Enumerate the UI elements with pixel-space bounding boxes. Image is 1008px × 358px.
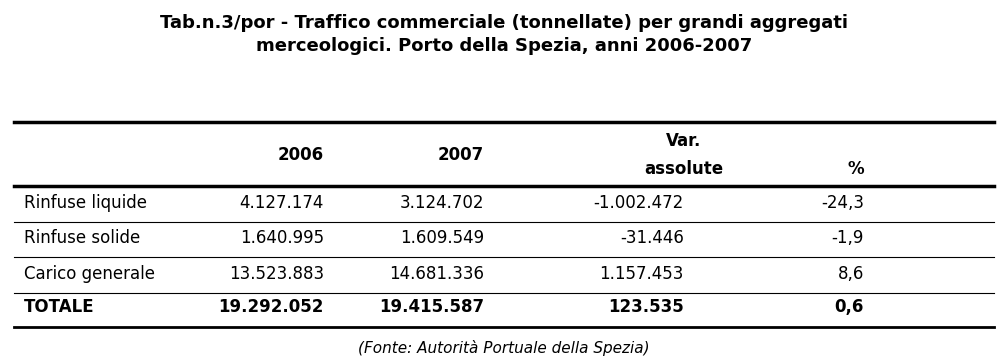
Text: 13.523.883: 13.523.883	[229, 265, 324, 282]
Text: -1.002.472: -1.002.472	[594, 194, 684, 212]
Text: 2007: 2007	[437, 146, 484, 164]
Text: 14.681.336: 14.681.336	[389, 265, 484, 282]
Text: 0,6: 0,6	[835, 298, 864, 316]
Text: 4.127.174: 4.127.174	[240, 194, 324, 212]
Text: -1,9: -1,9	[832, 229, 864, 247]
Text: assolute: assolute	[644, 160, 724, 178]
Text: (Fonte: Autorità Portuale della Spezia): (Fonte: Autorità Portuale della Spezia)	[358, 340, 650, 356]
Text: 8,6: 8,6	[838, 265, 864, 282]
Text: 1.609.549: 1.609.549	[400, 229, 484, 247]
Text: Tab.n.3/por - Traffico commerciale (tonnellate) per grandi aggregati
merceologic: Tab.n.3/por - Traffico commerciale (tonn…	[160, 14, 848, 55]
Text: 19.292.052: 19.292.052	[219, 298, 324, 316]
Text: Var.: Var.	[666, 132, 702, 150]
Text: 123.535: 123.535	[608, 298, 684, 316]
Text: Rinfuse liquide: Rinfuse liquide	[24, 194, 147, 212]
Text: 2006: 2006	[278, 146, 324, 164]
Text: -31.446: -31.446	[620, 229, 684, 247]
Text: 1.157.453: 1.157.453	[600, 265, 684, 282]
Text: Carico generale: Carico generale	[24, 265, 155, 282]
Text: Rinfuse solide: Rinfuse solide	[24, 229, 140, 247]
Text: %: %	[848, 160, 864, 178]
Text: TOTALE: TOTALE	[24, 298, 95, 316]
Text: 19.415.587: 19.415.587	[379, 298, 484, 316]
Text: 3.124.702: 3.124.702	[399, 194, 484, 212]
Text: 1.640.995: 1.640.995	[240, 229, 324, 247]
Text: -24,3: -24,3	[821, 194, 864, 212]
